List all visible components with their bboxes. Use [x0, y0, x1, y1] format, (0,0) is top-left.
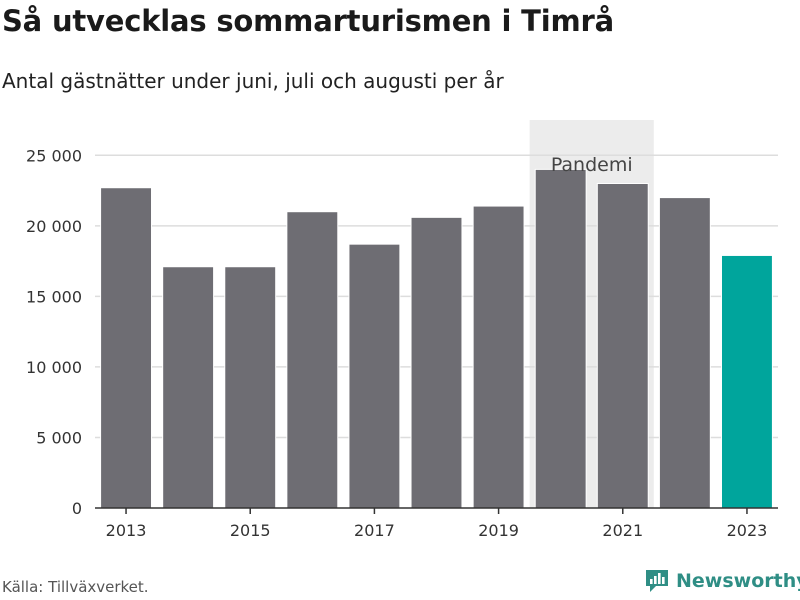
newsworthy-logo-icon [646, 570, 668, 592]
x-tick-label: 2015 [230, 521, 271, 540]
bar-2016 [286, 211, 339, 509]
bar-2013 [100, 187, 153, 509]
bar-2017 [348, 243, 401, 509]
brand-logo: Newsworthy [644, 568, 800, 594]
x-tick-label: 2019 [478, 521, 519, 540]
chart-title: Så utvecklas sommarturismen i Timrå [2, 4, 614, 38]
bar-2018 [410, 216, 463, 509]
bar-2023 [720, 254, 773, 509]
bar-2021 [596, 182, 649, 509]
y-tick-label: 20 000 [26, 217, 82, 236]
bars [100, 168, 773, 509]
bar-2014 [162, 266, 215, 509]
pandemi-label: Pandemi [551, 154, 633, 176]
brand-name: Newsworthy [676, 570, 800, 592]
source-note: Källa: Tillväxverket. [2, 578, 149, 596]
axes [95, 507, 778, 514]
y-tick-label: 10 000 [26, 358, 82, 377]
bar-2020 [534, 168, 587, 509]
x-tick-label: 2021 [602, 521, 643, 540]
chart-subtitle: Antal gästnätter under juni, juli och au… [2, 69, 504, 93]
axis-labels: 0 5 000 10 000 15 000 20 000 25 000 Pandemi 201… [26, 146, 767, 540]
x-tick-label: 2013 [106, 521, 147, 540]
x-tick-label: 2017 [354, 521, 395, 540]
bar-2022 [658, 197, 711, 509]
bar-2015 [224, 266, 277, 509]
y-tick-label: 0 [72, 499, 82, 518]
y-tick-label: 5 000 [36, 428, 82, 447]
x-tick-label: 2023 [727, 521, 768, 540]
bar-2019 [472, 205, 525, 509]
y-tick-label: 25 000 [26, 146, 82, 165]
y-tick-label: 15 000 [26, 287, 82, 306]
